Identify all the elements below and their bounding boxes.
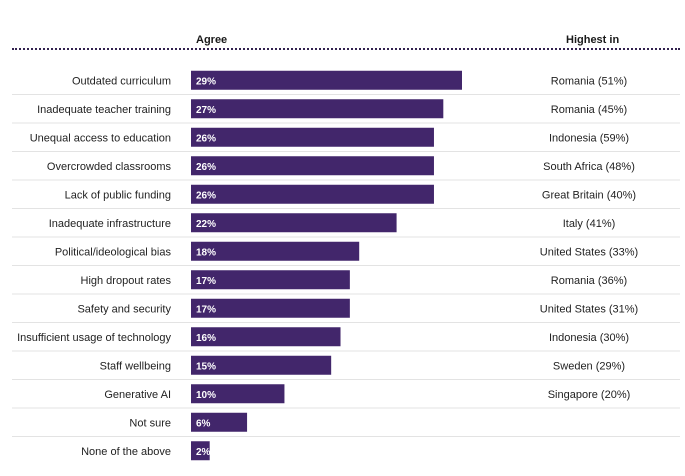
highest-in-label: Sweden (29%) xyxy=(553,360,625,372)
category-label: Insufficient usage of technology xyxy=(17,332,171,344)
bar xyxy=(191,184,434,204)
value-label: 17% xyxy=(196,276,216,287)
bar xyxy=(191,327,341,347)
highest-in-label: Romania (36%) xyxy=(551,275,627,287)
category-label: None of the above xyxy=(81,446,171,458)
value-label: 6% xyxy=(196,418,211,429)
highest-in-label: Singapore (20%) xyxy=(548,389,631,401)
value-label: 26% xyxy=(196,133,216,144)
bar xyxy=(191,441,210,461)
highest-in-label: Romania (45%) xyxy=(551,104,627,116)
highest-in-label: United States (31%) xyxy=(540,303,638,315)
category-label: Political/ideological bias xyxy=(55,246,172,258)
bar xyxy=(191,127,434,147)
category-label: Inadequate infrastructure xyxy=(49,218,171,230)
category-label: High dropout rates xyxy=(81,275,172,287)
bar xyxy=(191,412,248,432)
value-label: 18% xyxy=(196,247,216,258)
category-label: Staff wellbeing xyxy=(100,360,171,372)
bar xyxy=(191,384,285,404)
value-label: 17% xyxy=(196,304,216,315)
highest-in-label: Indonesia (59%) xyxy=(549,132,629,144)
highest-in-label: Indonesia (30%) xyxy=(549,332,629,344)
agree-column-header: Agree xyxy=(196,34,228,46)
bar xyxy=(191,241,360,261)
value-label: 27% xyxy=(196,105,216,116)
category-label: Inadequate teacher training xyxy=(37,104,171,116)
category-label: Lack of public funding xyxy=(65,189,171,201)
value-label: 26% xyxy=(196,162,216,173)
value-label: 10% xyxy=(196,390,216,401)
category-label: Outdated curriculum xyxy=(72,75,171,87)
bar xyxy=(191,355,332,375)
bar xyxy=(191,156,434,176)
bar xyxy=(191,213,397,233)
highest-in-label: Italy (41%) xyxy=(563,218,616,230)
highest-in-label: South Africa (48%) xyxy=(543,161,635,173)
highest-in-label: United States (33%) xyxy=(540,246,638,258)
value-label: 2% xyxy=(196,447,211,458)
highest-in-column-header: Highest in xyxy=(566,34,620,46)
category-label: Generative AI xyxy=(104,389,171,401)
highest-in-label: Great Britain (40%) xyxy=(542,189,636,201)
bar xyxy=(191,298,350,318)
category-label: Unequal access to education xyxy=(30,132,171,144)
value-label: 22% xyxy=(196,219,216,230)
bar xyxy=(191,270,350,290)
category-label: Not sure xyxy=(129,417,171,429)
value-label: 16% xyxy=(196,333,216,344)
value-label: 29% xyxy=(196,76,216,87)
header-dotted-rule xyxy=(12,48,680,50)
category-label: Overcrowded classrooms xyxy=(47,161,172,173)
value-label: 15% xyxy=(196,361,216,372)
value-label: 26% xyxy=(196,190,216,201)
highest-in-label: Romania (51%) xyxy=(551,75,627,87)
bar xyxy=(191,99,444,119)
category-label: Safety and security xyxy=(77,303,171,315)
bar xyxy=(191,70,462,90)
